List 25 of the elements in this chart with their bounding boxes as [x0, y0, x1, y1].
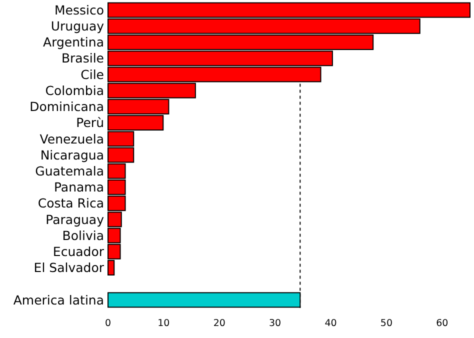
y-tick-label: Cile [80, 66, 104, 82]
y-tick-label: Colombia [45, 82, 104, 98]
x-tick-label: 60 [436, 318, 448, 329]
y-tick-label: Perù [76, 115, 104, 130]
x-tick-label: 30 [269, 318, 282, 329]
y-tick-label: Costa Rica [38, 196, 104, 211]
y-tick-label: Dominicana [30, 99, 104, 114]
y-tick-label: Paraguay [46, 212, 105, 227]
y-tick-label: El Salvador [34, 260, 105, 276]
y-tick-label: Venezuela [40, 131, 104, 146]
x-tick-label: 0 [104, 318, 112, 329]
y-tick-label: Brasile [61, 50, 104, 66]
x-tick-label: 20 [213, 318, 226, 329]
x-tick-label: 50 [380, 318, 393, 329]
y-tick-label: Ecuador [52, 244, 105, 260]
y-tick-label: Nicaragua [40, 147, 104, 162]
x-tick-label: 10 [158, 318, 170, 329]
y-tick-label: Argentina [43, 34, 104, 50]
y-tick-label: Panama [54, 180, 104, 195]
y-tick-label: Messico [54, 2, 104, 18]
y-tick-label: Guatemala [35, 163, 104, 178]
x-tick-label: 40 [324, 318, 337, 329]
y-tick-label: Bolivia [62, 228, 104, 243]
y-tick-label: America latina [13, 292, 104, 308]
y-tick-label: Uruguay [50, 18, 105, 34]
